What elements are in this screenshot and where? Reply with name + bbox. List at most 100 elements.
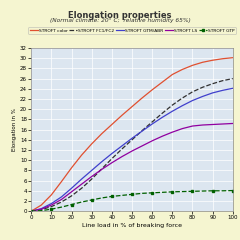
STROFT color	[151, 88, 154, 91]
STROFT FC1/FC2	[60, 201, 63, 204]
STROFT GTM/ABR	[90, 169, 93, 172]
STROFT GTP	[141, 192, 144, 195]
STROFT LS	[221, 123, 224, 126]
STROFT GTP	[80, 201, 83, 204]
STROFT color	[131, 105, 133, 108]
STROFT FC1/FC2	[90, 178, 93, 180]
STROFT LS	[191, 125, 194, 127]
STROFT GTP	[221, 189, 224, 192]
X-axis label: Line load in % of breaking force: Line load in % of breaking force	[82, 223, 182, 228]
STROFT GTP	[110, 195, 113, 198]
STROFT color	[161, 81, 164, 84]
STROFT GTP	[70, 203, 73, 206]
STROFT LS	[201, 124, 204, 126]
STROFT color	[181, 68, 184, 71]
Line: STROFT GTP: STROFT GTP	[30, 190, 234, 212]
Legend: STROFT color, STROFT FC1/FC2, STROFT GTM/ABR, STROFT LS, STROFT GTP: STROFT color, STROFT FC1/FC2, STROFT GTM…	[28, 27, 236, 34]
STROFT FC1/FC2	[120, 148, 123, 150]
STROFT GTP	[201, 190, 204, 192]
STROFT FC1/FC2	[181, 96, 184, 99]
STROFT GTP	[60, 206, 63, 209]
STROFT FC1/FC2	[100, 168, 103, 170]
STROFT GTM/ABR	[110, 152, 113, 155]
STROFT LS	[50, 204, 53, 206]
STROFT GTM/ABR	[70, 187, 73, 190]
STROFT LS	[100, 168, 103, 171]
STROFT GTP	[30, 210, 33, 213]
STROFT FC1/FC2	[50, 205, 53, 208]
STROFT GTP	[151, 192, 154, 194]
STROFT LS	[171, 131, 174, 134]
STROFT GTM/ABR	[211, 91, 214, 94]
STROFT color	[30, 210, 33, 213]
STROFT GTP	[40, 209, 43, 212]
STROFT GTM/ABR	[120, 144, 123, 147]
STROFT color	[100, 132, 103, 135]
Line: STROFT GTM/ABR: STROFT GTM/ABR	[31, 88, 233, 211]
STROFT LS	[40, 208, 43, 211]
STROFT color	[171, 73, 174, 76]
STROFT GTM/ABR	[80, 178, 83, 180]
STROFT GTM/ABR	[231, 87, 234, 90]
STROFT LS	[110, 161, 113, 164]
STROFT LS	[30, 210, 33, 213]
Line: STROFT FC1/FC2: STROFT FC1/FC2	[31, 79, 233, 211]
STROFT FC1/FC2	[110, 157, 113, 160]
STROFT LS	[181, 127, 184, 130]
STROFT GTP	[181, 190, 184, 193]
STROFT FC1/FC2	[131, 138, 133, 141]
STROFT GTP	[100, 197, 103, 199]
Y-axis label: Elongation in %: Elongation in %	[12, 108, 17, 151]
STROFT LS	[70, 190, 73, 193]
STROFT color	[120, 114, 123, 117]
STROFT FC1/FC2	[161, 112, 164, 115]
STROFT LS	[161, 135, 164, 138]
STROFT GTM/ABR	[201, 95, 204, 98]
STROFT FC1/FC2	[231, 77, 234, 80]
STROFT GTP	[211, 189, 214, 192]
STROFT LS	[231, 122, 234, 125]
STROFT GTM/ABR	[221, 89, 224, 92]
STROFT GTM/ABR	[60, 195, 63, 198]
STROFT color	[221, 57, 224, 60]
STROFT LS	[80, 183, 83, 186]
STROFT GTM/ABR	[181, 104, 184, 107]
STROFT FC1/FC2	[171, 104, 174, 107]
STROFT FC1/FC2	[40, 208, 43, 211]
STROFT LS	[131, 150, 133, 152]
STROFT FC1/FC2	[80, 187, 83, 190]
STROFT FC1/FC2	[141, 129, 144, 132]
STROFT FC1/FC2	[201, 86, 204, 89]
STROFT GTP	[120, 194, 123, 197]
STROFT LS	[120, 155, 123, 158]
STROFT GTM/ABR	[151, 123, 154, 126]
STROFT GTP	[191, 190, 194, 193]
Text: (Normal climate: 20° C;  relative humidity 65%): (Normal climate: 20° C; relative humidit…	[50, 18, 190, 23]
STROFT GTP	[161, 191, 164, 194]
STROFT LS	[211, 123, 214, 126]
STROFT LS	[60, 198, 63, 201]
STROFT GTM/ABR	[40, 207, 43, 210]
STROFT GTP	[171, 190, 174, 193]
STROFT color	[50, 193, 53, 196]
STROFT GTP	[231, 189, 234, 192]
STROFT LS	[90, 175, 93, 178]
STROFT GTM/ABR	[100, 160, 103, 163]
STROFT GTM/ABR	[30, 210, 33, 213]
STROFT color	[40, 204, 43, 206]
STROFT GTM/ABR	[131, 137, 133, 140]
STROFT FC1/FC2	[211, 82, 214, 85]
STROFT FC1/FC2	[151, 120, 154, 123]
STROFT LS	[151, 139, 154, 142]
Line: STROFT color: STROFT color	[31, 58, 233, 211]
STROFT color	[141, 96, 144, 99]
STROFT color	[90, 143, 93, 145]
STROFT color	[231, 56, 234, 59]
STROFT FC1/FC2	[191, 90, 194, 93]
STROFT color	[201, 61, 204, 64]
STROFT color	[80, 154, 83, 156]
STROFT color	[70, 166, 73, 169]
STROFT GTM/ABR	[141, 130, 144, 132]
STROFT GTP	[50, 208, 53, 211]
STROFT color	[60, 180, 63, 183]
